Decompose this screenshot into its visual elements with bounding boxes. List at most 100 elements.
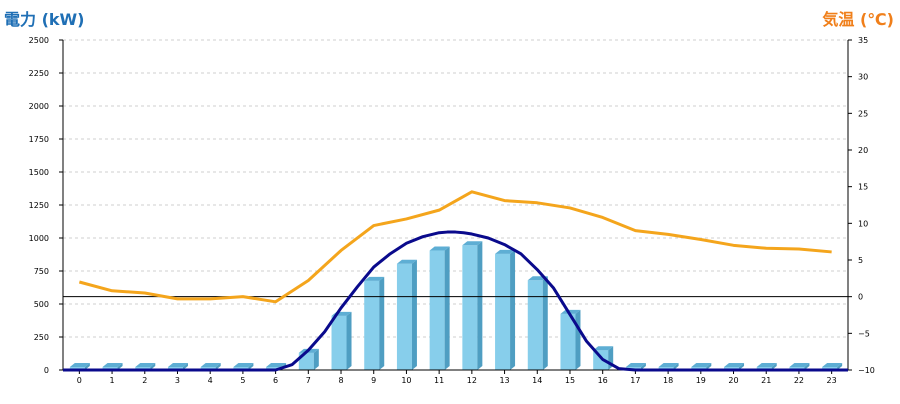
bar-side bbox=[215, 363, 221, 370]
bar-7 bbox=[298, 348, 319, 370]
x-tick-label: 16 bbox=[598, 376, 608, 385]
bar-side bbox=[411, 259, 417, 370]
axes-layer bbox=[59, 39, 852, 374]
bar-13 bbox=[495, 249, 516, 370]
bar-side bbox=[510, 249, 516, 370]
bar-top bbox=[495, 249, 516, 254]
x-tick-label: 19 bbox=[696, 376, 706, 385]
bar-side bbox=[346, 311, 352, 370]
x-tick-label: 17 bbox=[630, 376, 640, 385]
bar-front bbox=[429, 250, 445, 370]
bar-side bbox=[84, 363, 90, 370]
bar-side bbox=[771, 363, 777, 370]
x-tick-label: 1 bbox=[110, 376, 115, 385]
bar-side bbox=[182, 363, 188, 370]
left-tick-label: 500 bbox=[34, 300, 49, 309]
bar-top bbox=[593, 346, 614, 351]
bar-front bbox=[331, 315, 347, 370]
bar-side bbox=[248, 363, 254, 370]
bar-top bbox=[658, 363, 679, 367]
grid-layer bbox=[63, 39, 848, 338]
bar-front bbox=[462, 245, 478, 370]
right-tick-label: 20 bbox=[858, 146, 868, 155]
bar-top bbox=[756, 363, 777, 367]
x-tick-label: 21 bbox=[761, 376, 771, 385]
right-axis-title: 気温 (℃) bbox=[822, 10, 894, 29]
x-tick-label: 12 bbox=[467, 376, 477, 385]
bar-14 bbox=[527, 276, 548, 370]
bars-layer bbox=[69, 241, 843, 370]
bar-front bbox=[495, 253, 511, 370]
right-tick-label: 10 bbox=[858, 219, 868, 228]
x-tick-label: 23 bbox=[827, 376, 837, 385]
bar-front bbox=[560, 313, 576, 370]
x-tick-label: 5 bbox=[240, 376, 245, 385]
bar-side bbox=[150, 363, 156, 370]
bar-10 bbox=[396, 259, 417, 370]
x-tick-label: 14 bbox=[532, 376, 542, 385]
x-tick-label: 11 bbox=[434, 376, 444, 385]
bar-15 bbox=[560, 309, 581, 370]
right-tick-label: 0 bbox=[858, 293, 863, 302]
x-tick-label: 0 bbox=[77, 376, 82, 385]
labels-layer: 02505007501000125015001750200022502500−1… bbox=[29, 36, 875, 385]
left-tick-label: 1250 bbox=[29, 201, 49, 210]
lines-layer bbox=[63, 190, 848, 372]
bar-top bbox=[429, 246, 450, 251]
x-tick-label: 4 bbox=[208, 376, 213, 385]
x-tick-label: 3 bbox=[175, 376, 180, 385]
bar-side bbox=[739, 363, 745, 370]
right-tick-label: 5 bbox=[858, 256, 863, 265]
bar-side bbox=[837, 363, 843, 370]
bar-top bbox=[135, 363, 156, 367]
bar-top bbox=[233, 363, 254, 367]
right-tick-label: 15 bbox=[858, 183, 868, 192]
bar-side bbox=[313, 348, 319, 370]
x-tick-label: 7 bbox=[306, 376, 311, 385]
right-tick-label: 25 bbox=[858, 109, 868, 118]
bar-top bbox=[789, 363, 810, 367]
bar-top bbox=[462, 241, 483, 246]
x-tick-label: 10 bbox=[401, 376, 411, 385]
left-axis-title: 電力 (kW) bbox=[4, 10, 85, 29]
bar-top bbox=[724, 363, 745, 367]
bar-front bbox=[364, 280, 380, 370]
temperature-line bbox=[78, 190, 832, 304]
left-tick-label: 0 bbox=[44, 366, 49, 375]
left-tick-label: 1750 bbox=[29, 135, 49, 144]
left-tick-label: 2250 bbox=[29, 69, 49, 78]
bar-front bbox=[527, 280, 543, 370]
x-tick-label: 20 bbox=[728, 376, 738, 385]
x-tick-label: 8 bbox=[338, 376, 343, 385]
bar-top bbox=[69, 363, 90, 367]
right-tick-label: 30 bbox=[858, 73, 868, 82]
x-tick-label: 13 bbox=[499, 376, 509, 385]
bar-top bbox=[266, 363, 287, 367]
bar-front bbox=[396, 263, 412, 370]
bar-side bbox=[444, 246, 450, 370]
x-tick-label: 15 bbox=[565, 376, 575, 385]
left-tick-label: 2000 bbox=[29, 102, 49, 111]
power-curve bbox=[63, 230, 848, 372]
bar-side bbox=[673, 363, 679, 370]
bar-12 bbox=[462, 241, 483, 370]
bar-side bbox=[379, 276, 385, 370]
bar-side bbox=[640, 363, 646, 370]
bar-top bbox=[560, 309, 581, 314]
right-tick-label: −10 bbox=[858, 366, 875, 375]
x-tick-label: 22 bbox=[794, 376, 804, 385]
left-tick-label: 1000 bbox=[29, 234, 49, 243]
bar-top bbox=[396, 259, 417, 264]
right-tick-label: 35 bbox=[858, 36, 868, 45]
left-tick-label: 250 bbox=[34, 333, 49, 342]
bar-11 bbox=[429, 246, 450, 370]
left-tick-label: 750 bbox=[34, 267, 49, 276]
x-tick-label: 18 bbox=[663, 376, 673, 385]
bar-9 bbox=[364, 276, 385, 370]
left-tick-label: 1500 bbox=[29, 168, 49, 177]
bar-top bbox=[167, 363, 188, 367]
x-tick-label: 9 bbox=[371, 376, 376, 385]
right-tick-label: −5 bbox=[858, 329, 870, 338]
